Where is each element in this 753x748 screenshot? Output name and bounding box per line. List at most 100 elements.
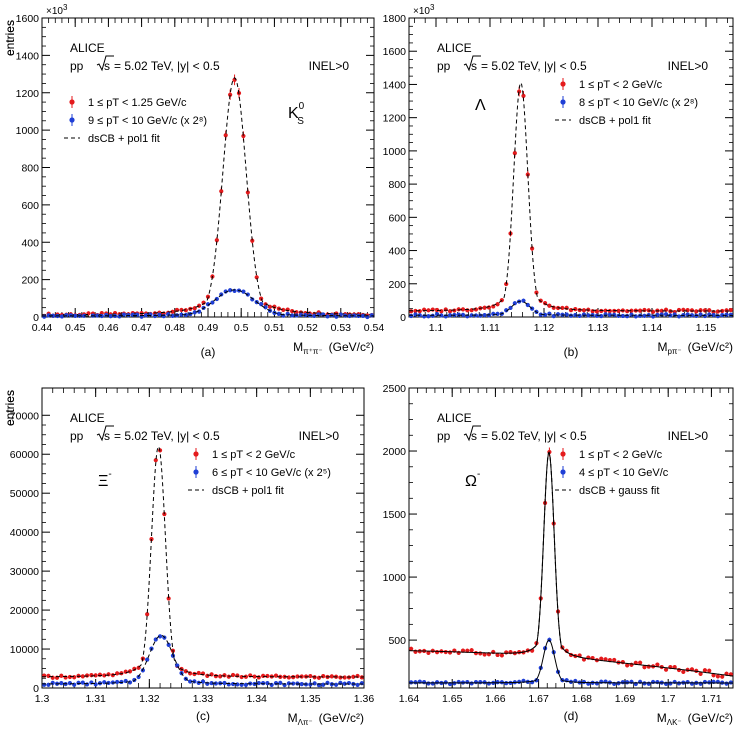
data-point <box>342 675 347 680</box>
x-tick-label: 1.71 <box>701 693 722 705</box>
fit-curve <box>409 300 733 316</box>
data-point <box>256 680 261 686</box>
data-point <box>577 313 582 318</box>
data-point <box>625 680 630 685</box>
data-point <box>495 311 500 316</box>
y-axis-label: entries <box>3 390 17 426</box>
experiment-label: ALICE <box>437 411 472 425</box>
data-point <box>205 302 211 307</box>
data-point <box>89 673 94 678</box>
data-point <box>538 312 543 317</box>
data-point <box>426 650 431 655</box>
series-2 <box>42 634 364 688</box>
data-point <box>702 668 708 673</box>
data-point <box>338 675 343 680</box>
data-point <box>430 681 435 686</box>
data-point <box>127 669 133 674</box>
x-tick-label: 0.44 <box>32 322 53 334</box>
data-point <box>196 680 201 685</box>
y-tick-label: 200 <box>388 279 406 291</box>
data-point <box>214 238 219 243</box>
x-tick-label: 0.47 <box>131 322 152 334</box>
data-point <box>521 93 526 98</box>
event-class: INEL>0 <box>668 59 709 73</box>
data-point <box>685 679 690 685</box>
y-tick-label: 50000 <box>10 488 39 500</box>
data-point <box>127 680 133 685</box>
data-point <box>564 312 569 317</box>
data-point <box>223 133 228 138</box>
data-point <box>646 308 651 313</box>
data-point <box>646 681 651 686</box>
data-point <box>707 312 712 317</box>
legend-entry: 6 ≤ pT < 10 GeV/c (x 2⁵) <box>212 467 331 479</box>
data-point <box>299 682 304 687</box>
x-label-unit: (GeV/c²) <box>329 340 374 354</box>
series-1 <box>408 81 733 315</box>
x-label-main: M <box>288 711 298 725</box>
data-point <box>638 660 643 665</box>
data-point <box>685 308 690 313</box>
data-point <box>316 675 322 680</box>
data-point <box>143 313 149 318</box>
data-point <box>447 313 453 318</box>
x-axis-label: Mπ⁺π⁻ (GeV/c²) <box>293 340 374 356</box>
data-point <box>145 612 150 617</box>
data-point <box>209 672 214 677</box>
data-point <box>409 313 414 319</box>
data-point <box>312 313 317 319</box>
data-point <box>694 313 699 318</box>
y-tick-label: 400 <box>388 246 406 258</box>
panel-2: 0 200 400 600 800 1000 1200 1400 1600 1800 1.1 1.11… <box>3 3 734 359</box>
legend-marker <box>560 99 566 105</box>
data-point <box>495 680 500 685</box>
data-point <box>512 151 517 156</box>
sqrt-symbol <box>96 55 114 72</box>
data-point <box>603 657 608 662</box>
data-point <box>681 669 686 675</box>
x-tick-label: 1.34 <box>246 693 267 705</box>
data-point <box>50 313 56 318</box>
system-prefix: pp <box>437 59 451 73</box>
x-tick-label: 1.1 <box>429 322 444 334</box>
x-tick-label: 1.11 <box>480 322 500 334</box>
data-point <box>329 674 334 679</box>
data-point <box>534 678 539 683</box>
y-tick-label: 30000 <box>10 566 39 578</box>
data-point <box>117 314 122 319</box>
particle-symbol: Ω- <box>465 469 480 490</box>
data-point <box>115 671 120 676</box>
data-point <box>123 669 128 674</box>
data-point <box>456 312 461 317</box>
data-point <box>586 313 591 318</box>
sqrt-s-letter: s <box>471 59 477 73</box>
y-tick-label: 1800 <box>383 13 407 25</box>
data-point <box>689 681 695 686</box>
data-point <box>447 650 453 655</box>
x-label-sub: Λπ⁻ <box>298 718 313 727</box>
y-tick-label: 600 <box>388 212 406 224</box>
data-point <box>64 313 69 318</box>
data-point <box>650 679 656 685</box>
data-point <box>715 674 720 679</box>
legend-entry: dsCB + gauss fit <box>579 485 659 497</box>
data-point <box>235 673 240 678</box>
x-tick-label: 1.36 <box>354 693 375 705</box>
data-point <box>720 674 725 679</box>
data-point <box>68 313 73 318</box>
data-point <box>256 675 261 680</box>
data-point <box>482 312 487 318</box>
data-point <box>568 313 574 318</box>
legend-marker <box>560 451 566 457</box>
data-point <box>663 667 669 672</box>
particle-symbol: Ξ- <box>98 469 112 490</box>
data-point <box>599 313 604 319</box>
experiment-label: ALICE <box>70 41 105 55</box>
data-point <box>108 314 113 319</box>
x-tick-label: 0.51 <box>264 322 285 334</box>
data-point <box>230 681 236 687</box>
data-point <box>495 652 500 658</box>
data-point <box>482 680 487 685</box>
data-point <box>46 313 51 318</box>
